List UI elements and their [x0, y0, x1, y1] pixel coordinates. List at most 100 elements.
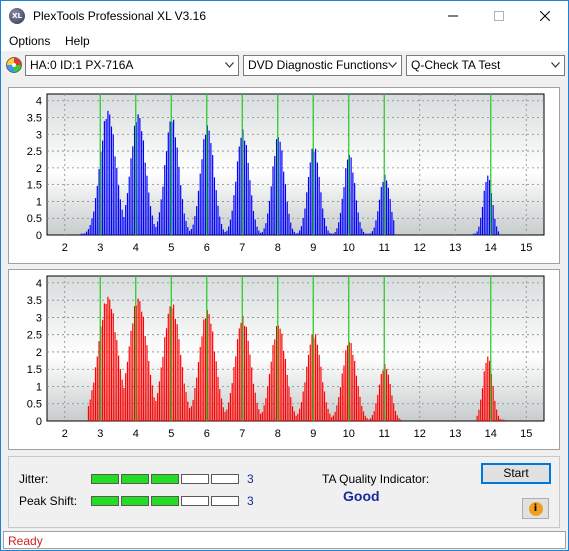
data-bar — [352, 354, 354, 421]
data-bar — [109, 114, 111, 235]
x-tick-label: 4 — [133, 428, 139, 440]
data-bar — [233, 367, 235, 421]
data-bar — [293, 411, 295, 421]
data-bar — [270, 361, 272, 421]
meter-segment — [121, 474, 149, 484]
data-bar — [112, 313, 114, 421]
data-bar — [103, 121, 105, 235]
data-bar — [377, 211, 379, 235]
data-bar — [295, 415, 297, 421]
data-bar — [322, 208, 324, 235]
close-button[interactable] — [522, 1, 568, 31]
meter-segment — [181, 474, 209, 484]
data-bar — [371, 415, 373, 421]
data-bar — [389, 199, 391, 235]
data-bar — [343, 187, 345, 235]
data-bar — [331, 233, 333, 235]
data-bar — [220, 398, 223, 421]
drive-select-value: HA:0 ID:1 PX-716A — [30, 58, 134, 72]
data-bar — [173, 119, 175, 235]
data-bar — [158, 381, 160, 421]
data-bar — [488, 179, 491, 235]
minimize-button[interactable] — [430, 1, 476, 31]
data-bar — [133, 306, 136, 421]
meter-segment — [121, 496, 149, 506]
data-bar — [133, 125, 136, 235]
data-bar — [226, 409, 228, 421]
data-bar — [260, 232, 262, 235]
x-tick-label: 6 — [204, 428, 210, 440]
data-bar — [149, 374, 152, 421]
data-bar — [94, 198, 97, 235]
data-bar — [297, 413, 299, 421]
data-bar — [126, 193, 129, 235]
data-bar — [503, 419, 505, 421]
data-bar — [222, 407, 224, 421]
x-tick-label: 11 — [379, 242, 390, 254]
x-tick-label: 14 — [485, 242, 497, 254]
drive-select[interactable]: HA:0 ID:1 PX-716A — [25, 55, 239, 76]
data-bar — [368, 419, 370, 421]
data-bar — [350, 157, 352, 235]
data-bar — [130, 158, 132, 235]
start-button[interactable]: Start — [481, 463, 551, 484]
y-tick-label: 3.5 — [27, 113, 42, 125]
data-bar — [400, 419, 402, 421]
data-bar — [174, 318, 176, 421]
x-tick-label: 14 — [485, 428, 497, 440]
maximize-button[interactable] — [476, 1, 522, 31]
menu-options[interactable]: Options — [9, 34, 51, 48]
data-bar — [325, 226, 327, 235]
jitter-chart-svg: 4 3.5 3 2.5 2 1.5 1 0.5 0 2 3 4 5 6 7 8 9 10 11 12 13 14 15 — [27, 93, 545, 254]
data-bar — [96, 185, 98, 235]
info-button[interactable]: i — [522, 498, 549, 519]
data-bar — [157, 221, 159, 235]
data-bar — [387, 374, 389, 421]
data-bar — [354, 360, 356, 421]
jitter-value: 3 — [247, 472, 254, 486]
y-tick-label: 1 — [36, 381, 42, 393]
data-bar — [119, 199, 121, 235]
data-bar — [169, 306, 171, 421]
x-tick-label: 6 — [204, 242, 210, 254]
data-bar — [291, 406, 294, 421]
status-text: Ready — [8, 534, 43, 548]
status-bar: Ready — [3, 531, 566, 549]
data-bar — [357, 212, 359, 235]
data-bar — [323, 391, 326, 421]
data-bar — [153, 223, 155, 235]
data-bar — [258, 409, 260, 421]
data-bar — [149, 206, 152, 235]
data-bar — [297, 232, 299, 235]
data-bar — [236, 161, 239, 235]
data-bar — [362, 411, 365, 421]
data-bar — [302, 391, 304, 421]
peak-shift-chart: 4 3.5 3 2.5 2 1.5 1 0.5 0 2 3 4 5 6 7 8 9 10 11 12 13 14 15 — [8, 269, 560, 450]
data-bar — [176, 147, 178, 235]
data-bar — [229, 219, 231, 235]
data-bar — [142, 140, 145, 235]
menu-help[interactable]: Help — [65, 34, 90, 48]
data-bar — [167, 132, 169, 235]
data-bar — [307, 176, 310, 235]
data-bar — [270, 186, 272, 235]
data-bar — [311, 334, 313, 421]
data-bar — [362, 231, 365, 235]
function-select[interactable]: DVD Diagnostic Functions — [243, 55, 402, 76]
minimize-icon — [448, 15, 458, 17]
data-bar — [263, 405, 265, 421]
data-bar — [123, 216, 125, 235]
data-bar — [197, 190, 200, 235]
data-bar — [327, 408, 329, 421]
x-tick-label: 3 — [97, 242, 103, 254]
y-tick-label: 1.5 — [27, 364, 42, 376]
title-bar[interactable]: XL PlexTools Professional XL V3.16 — [1, 1, 568, 31]
data-bar — [316, 344, 318, 421]
data-bar — [258, 230, 260, 235]
data-bar — [203, 319, 205, 421]
data-bar — [268, 200, 271, 235]
data-bar — [501, 419, 503, 421]
x-tick-label: 7 — [239, 242, 245, 254]
test-select[interactable]: Q-Check TA Test — [406, 55, 565, 76]
maximize-icon — [494, 11, 504, 21]
